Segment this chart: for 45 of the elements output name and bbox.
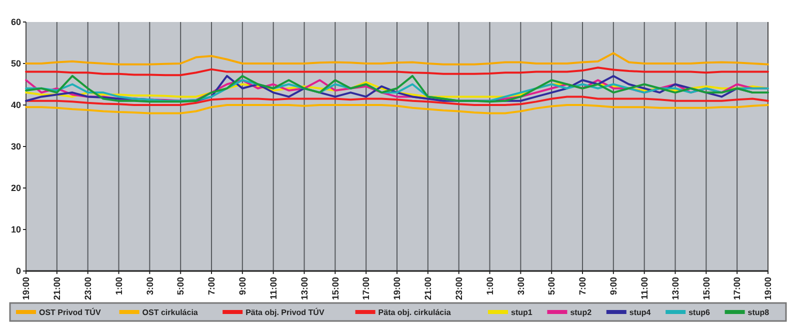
x-tick-label: 1:00 xyxy=(484,277,495,296)
legend-label: Päta obj. Privod TÚV xyxy=(246,306,325,317)
line-series xyxy=(25,52,769,66)
legend-label: stup2 xyxy=(570,308,592,317)
x-tick-label: 11:00 xyxy=(639,277,650,300)
x-tick-label: 17:00 xyxy=(732,277,742,300)
legend-label: Päta obj. cirkulácia xyxy=(378,308,452,317)
legend-label: stup4 xyxy=(629,308,652,317)
line-series xyxy=(25,96,769,106)
line-series xyxy=(25,66,769,76)
legend-label: stup1 xyxy=(511,308,533,317)
x-tick-label: 3:00 xyxy=(144,277,155,296)
x-tick-label: 23:00 xyxy=(82,277,93,300)
x-tick-label: 9:00 xyxy=(238,277,248,296)
x-tick-label: 7:00 xyxy=(578,277,588,296)
x-tick-label: 21:00 xyxy=(423,277,434,300)
x-tick-label: 3:00 xyxy=(516,277,526,296)
x-tick-label: 19:00 xyxy=(392,277,402,300)
x-tick-label: 21:00 xyxy=(52,277,62,300)
y-tick-label: 10 xyxy=(10,224,21,235)
x-tick-label: 7:00 xyxy=(206,277,217,296)
y-tick-label: 20 xyxy=(10,183,21,194)
y-tick-label: 30 xyxy=(10,142,21,152)
x-tick-label: 15:00 xyxy=(701,277,712,300)
x-tick-label: 13:00 xyxy=(670,277,680,300)
x-tick-label: 15:00 xyxy=(330,277,340,300)
y-tick-label: 0 xyxy=(16,266,21,276)
x-tick-label: 13:00 xyxy=(299,277,310,300)
y-tick-label: 60 xyxy=(10,17,21,28)
x-tick-label: 19:00 xyxy=(763,277,774,300)
x-tick-label: 23:00 xyxy=(454,277,464,300)
x-tick-label: 17:00 xyxy=(361,277,372,300)
legend-label: OST Privod TÚV xyxy=(39,306,102,317)
y-tick-label: 40 xyxy=(10,100,21,110)
legend-label: stup6 xyxy=(688,308,710,317)
legend-label: OST cirkulácia xyxy=(142,308,198,317)
x-tick-label: 11:00 xyxy=(268,277,278,300)
x-tick-label: 19:00 xyxy=(21,277,32,300)
y-tick-label: 50 xyxy=(10,58,21,69)
x-tick-label: 5:00 xyxy=(546,277,557,296)
line-series xyxy=(25,104,769,114)
x-tick-label: 1:00 xyxy=(114,277,124,296)
legend-label: stup8 xyxy=(748,308,770,317)
x-tick-label: 5:00 xyxy=(176,277,186,296)
x-tick-label: 9:00 xyxy=(608,277,619,296)
